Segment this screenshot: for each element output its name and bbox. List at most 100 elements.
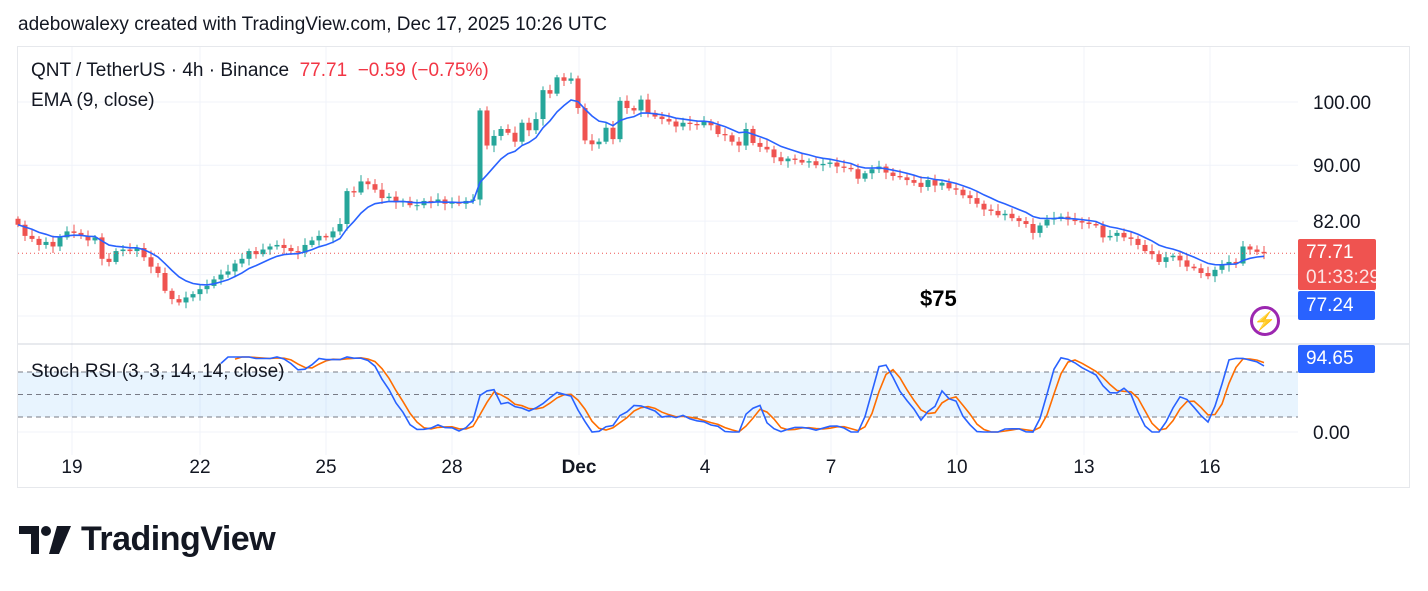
candle-body [1142, 244, 1148, 252]
candle-body [722, 134, 728, 136]
candle-body [477, 110, 483, 200]
time-axis-label: 10 [946, 457, 967, 478]
ema-legend[interactable]: EMA (9, close) [31, 90, 155, 111]
candle-body [974, 198, 980, 204]
chart-frame [17, 46, 1410, 488]
candle-body [1030, 224, 1036, 233]
stoch-legend[interactable]: Stoch RSI (3, 3, 14, 14, close) [31, 361, 285, 382]
candle-body [925, 180, 931, 187]
candle-body [848, 167, 854, 170]
candle-body [855, 169, 861, 179]
candle-body [519, 122, 525, 142]
candle-body [610, 127, 616, 140]
lightning-icon[interactable]: ⚡ [1250, 306, 1280, 336]
candle-body [1261, 251, 1267, 254]
candle-body [631, 108, 637, 111]
candle-body [379, 189, 385, 199]
candle-body [1247, 246, 1253, 250]
time-axis-label: 7 [826, 457, 837, 478]
stoch-d-line [234, 356, 1265, 433]
candle-body [176, 299, 182, 303]
candle-body [1191, 266, 1197, 269]
candle-body [1177, 255, 1183, 261]
stoch-value-tag: 94.65 [1298, 345, 1375, 373]
stoch-k-line [220, 356, 1265, 433]
candle-body [414, 205, 420, 207]
time-axis-label: 16 [1199, 457, 1220, 478]
candle-body [1205, 273, 1211, 277]
candle-body [1240, 246, 1246, 264]
candle-body [771, 149, 777, 158]
candle-body [302, 244, 308, 253]
candle-body [64, 231, 70, 238]
candle-body [260, 249, 266, 255]
candle-body [141, 248, 147, 258]
candle-body [939, 182, 945, 186]
stoch-axis-label: 0.00 [1313, 423, 1350, 444]
symbol-legend: QNT / TetherUS · 4h · Binance 77.71 −0.5… [31, 60, 489, 82]
candle-body [169, 290, 175, 300]
candle-body [22, 224, 28, 236]
candle-body [1079, 221, 1085, 223]
candle-body [869, 169, 875, 174]
candle-body [1254, 249, 1260, 252]
candle-body [1198, 268, 1204, 274]
candle-body [393, 196, 399, 203]
candle-body [1163, 257, 1169, 262]
candle-body [834, 162, 840, 167]
last-price-tag-value: 77.71 [1306, 242, 1354, 263]
candle-body [1156, 254, 1162, 262]
candle-body [344, 191, 350, 225]
candle-body [701, 121, 707, 126]
candle-body [309, 240, 315, 245]
candle-body [155, 266, 161, 274]
candle-body [246, 251, 252, 259]
candle-body [1114, 232, 1120, 236]
candle-body [1093, 224, 1099, 226]
ema-price-tag: 77.24 [1298, 291, 1375, 320]
candle-body [211, 279, 217, 286]
candle-body [358, 181, 364, 193]
candle-body [603, 127, 609, 142]
candle-body [295, 251, 301, 253]
candle-body [687, 122, 693, 124]
candle-body [288, 248, 294, 252]
candle-body [1009, 213, 1015, 219]
candle-body [253, 251, 259, 255]
candle-body [715, 125, 721, 135]
candle-body [1044, 219, 1050, 226]
candle-body [764, 146, 770, 150]
candle-body [568, 78, 574, 81]
candle-body [183, 297, 189, 303]
price-change: −0.59 (−0.75%) [357, 60, 489, 81]
candle-body [190, 294, 196, 298]
candle-body [239, 258, 245, 264]
candle-body [1233, 261, 1239, 264]
candle-body [624, 100, 630, 109]
candle-body [1128, 237, 1134, 239]
candle-body [708, 121, 714, 126]
candle-body [435, 199, 441, 203]
price-axis-label: 100.00 [1313, 93, 1371, 114]
candle-body [1100, 225, 1106, 238]
candle-body [890, 172, 896, 176]
candle-body [512, 132, 518, 142]
symbol-title[interactable]: QNT / TetherUS · 4h · Binance [31, 60, 290, 81]
candle-body [1170, 255, 1176, 258]
candle-body [918, 182, 924, 187]
candle-body [120, 249, 126, 252]
price-axis-label: 82.00 [1313, 212, 1361, 233]
ema-line [17, 99, 1265, 286]
last-price-tag: 77.71 01:33:29 [1298, 239, 1380, 290]
candle-body [988, 209, 994, 211]
candle-body [106, 258, 112, 262]
candle-body [967, 195, 973, 199]
candle-body [729, 135, 735, 142]
candle-body [57, 237, 63, 247]
candle-body [750, 128, 756, 143]
logo-text: TradingView [81, 520, 276, 558]
candle-body [1135, 238, 1141, 245]
candle-body [554, 77, 560, 94]
candle-body [785, 158, 791, 162]
